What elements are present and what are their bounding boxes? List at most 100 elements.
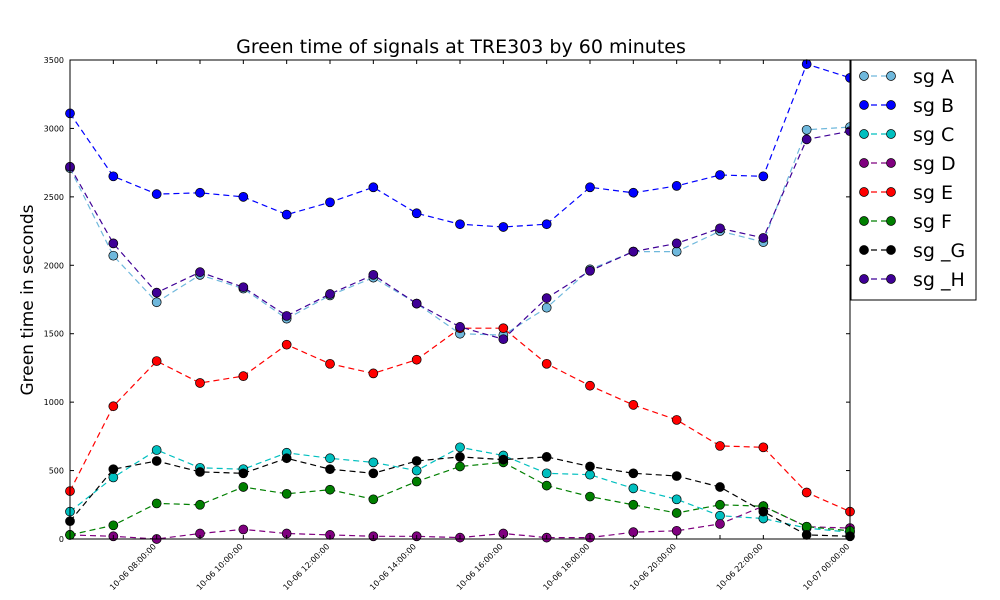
data-point (281, 488, 292, 499)
data-point (108, 250, 119, 261)
data-point (411, 456, 422, 466)
series-line (69, 63, 851, 228)
legend-marker (859, 216, 869, 226)
data-point (151, 445, 162, 455)
data-point (801, 487, 812, 498)
data-point (671, 238, 682, 249)
x-tick-label: 10-06 20:00:00 (628, 542, 678, 592)
data-point (368, 468, 379, 479)
legend-label: sg D (913, 153, 956, 175)
data-point (758, 171, 769, 182)
data-point (541, 219, 552, 230)
data-point (671, 525, 682, 536)
data-point (195, 267, 205, 277)
data-point (541, 293, 552, 303)
data-point (541, 302, 552, 313)
legend-marker (859, 158, 869, 168)
legend-item: sg F (859, 211, 952, 233)
legend-marker (859, 274, 869, 284)
data-point (541, 358, 552, 369)
data-point (411, 298, 422, 309)
data-point (628, 483, 639, 494)
data-point (455, 461, 465, 472)
data-point (628, 499, 639, 510)
data-point (455, 322, 465, 332)
data-point (498, 222, 509, 232)
legend-marker (886, 100, 896, 110)
data-point (411, 465, 422, 476)
data-point (325, 358, 335, 369)
data-point (411, 354, 422, 365)
data-point (281, 453, 292, 464)
legend-marker (886, 129, 896, 139)
series-line (69, 327, 851, 513)
data-point (108, 464, 119, 475)
series-1 (65, 122, 855, 340)
y-axis: 0 500 1000 1500 2000 2500 3000 3500 (44, 56, 850, 544)
x-tick-label: 10-06 10:00:00 (195, 542, 245, 592)
data-point (585, 461, 595, 472)
legend-marker (859, 129, 869, 139)
data-point (585, 380, 595, 391)
data-point (238, 192, 249, 202)
legend-marker (886, 274, 896, 284)
series-layer (65, 59, 855, 544)
data-point (325, 464, 335, 475)
data-point (498, 334, 509, 345)
data-point (195, 467, 205, 477)
legend-label: sg E (913, 182, 953, 204)
legend-marker (886, 245, 896, 255)
series-line (69, 461, 851, 536)
data-point (628, 187, 639, 198)
data-point (671, 494, 682, 505)
legend-label: sg F (913, 211, 952, 233)
data-point (108, 520, 119, 531)
data-point (801, 521, 812, 532)
data-point (541, 468, 552, 479)
data-point (715, 510, 725, 521)
x-tick-label: 10-06 14:00:00 (368, 542, 418, 592)
data-point (801, 134, 812, 145)
series-2 (65, 59, 855, 232)
data-point (325, 484, 335, 495)
x-tick-label: 10-07 00:00:00 (801, 542, 851, 592)
legend-marker (886, 71, 896, 81)
legend-marker (886, 187, 896, 197)
data-point (411, 208, 422, 219)
data-point (585, 182, 595, 193)
data-point (281, 339, 292, 350)
data-point (498, 323, 509, 334)
series-8 (65, 126, 855, 345)
data-point (455, 219, 465, 230)
legend-label: sg B (913, 95, 954, 117)
legend-item: sg A (859, 66, 954, 88)
legend: sg A sg B sg C sg D sg E sg F sg _Gsg _H (850, 59, 977, 301)
y-tick-label: 2000 (44, 261, 64, 270)
legend-item: sg C (859, 124, 954, 146)
legend-box (850, 59, 977, 301)
data-point (108, 401, 119, 412)
legend-label: sg _H (913, 269, 965, 291)
data-point (758, 442, 769, 453)
data-point (541, 480, 552, 491)
data-point (628, 468, 639, 479)
legend-marker (859, 71, 869, 81)
x-tick-label: 10-06 08:00:00 (108, 542, 158, 592)
data-point (628, 400, 639, 410)
y-tick-label: 3000 (44, 124, 64, 133)
data-point (151, 356, 162, 366)
legend-item: sg _H (859, 269, 965, 291)
data-point (151, 189, 162, 199)
data-point (151, 456, 162, 466)
data-point (715, 441, 725, 451)
chart-title: Green time of signals at TRE303 by 60 mi… (236, 36, 686, 58)
series-6 (65, 457, 855, 540)
data-point (671, 508, 682, 518)
data-point (151, 287, 162, 298)
data-point (281, 311, 292, 321)
data-point (498, 454, 509, 465)
data-point (195, 378, 205, 388)
data-point (671, 181, 682, 191)
y-tick-label: 1000 (44, 398, 64, 407)
data-point (238, 524, 249, 535)
